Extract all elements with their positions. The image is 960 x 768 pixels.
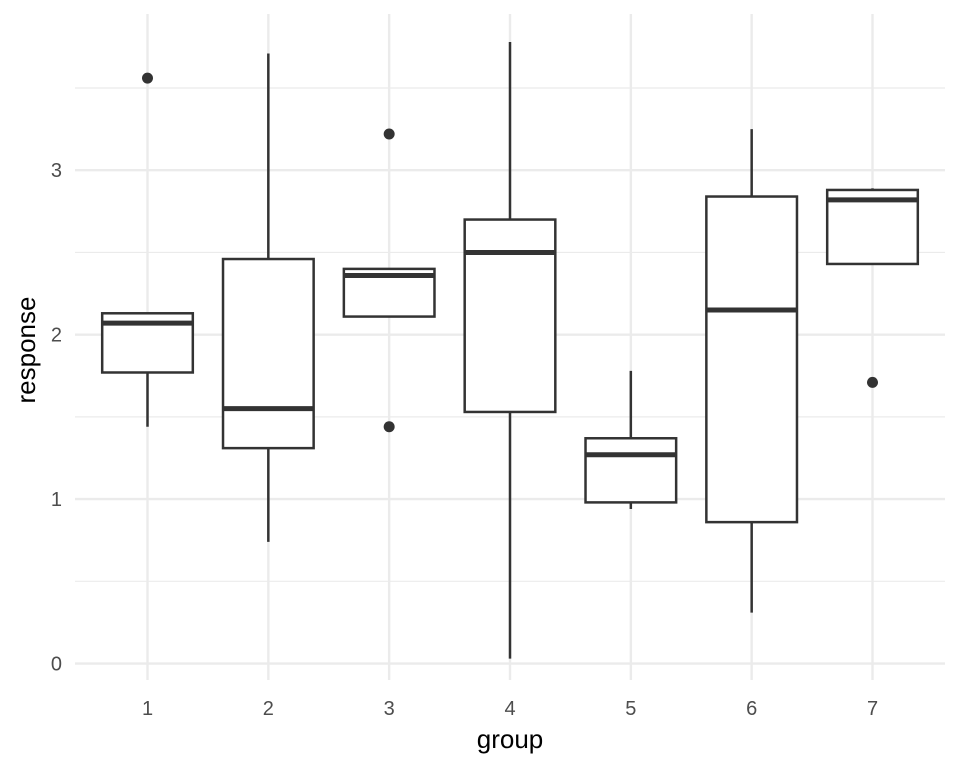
tick-label-layer: 0 1 2 3 1 2 3 4 5 6 7: [51, 160, 878, 720]
box-group-4: [463, 41, 557, 659]
x-tick-label: 3: [384, 698, 395, 720]
y-tick-label: 0: [51, 654, 62, 676]
box-group-7: [825, 188, 920, 388]
box-layer: [100, 41, 920, 659]
box-group-1: [100, 72, 195, 427]
x-tick-label: 7: [867, 698, 878, 720]
outlier-point: [383, 128, 395, 140]
x-tick-label: 1: [142, 698, 153, 720]
outlier-point: [142, 72, 153, 84]
box-iqr: [705, 195, 799, 524]
x-tick-label: 4: [504, 698, 515, 720]
outlier-point: [867, 376, 878, 388]
y-tick-label: 1: [51, 489, 62, 511]
box-iqr: [221, 257, 315, 450]
box-group-2: [221, 53, 315, 542]
box-iqr: [463, 218, 557, 414]
box-iqr: [584, 437, 678, 504]
x-axis-title: group: [477, 724, 544, 754]
y-tick-label: 3: [51, 160, 62, 182]
y-tick-label: 2: [51, 325, 62, 347]
y-axis-title: response: [11, 297, 41, 404]
x-tick-label: 2: [263, 698, 274, 720]
box-group-6: [705, 129, 799, 613]
box-group-5: [584, 370, 678, 509]
x-tick-label: 5: [625, 698, 636, 720]
x-tick-label: 6: [746, 698, 757, 720]
box-group-3: [342, 128, 436, 433]
outlier-point: [383, 421, 395, 433]
